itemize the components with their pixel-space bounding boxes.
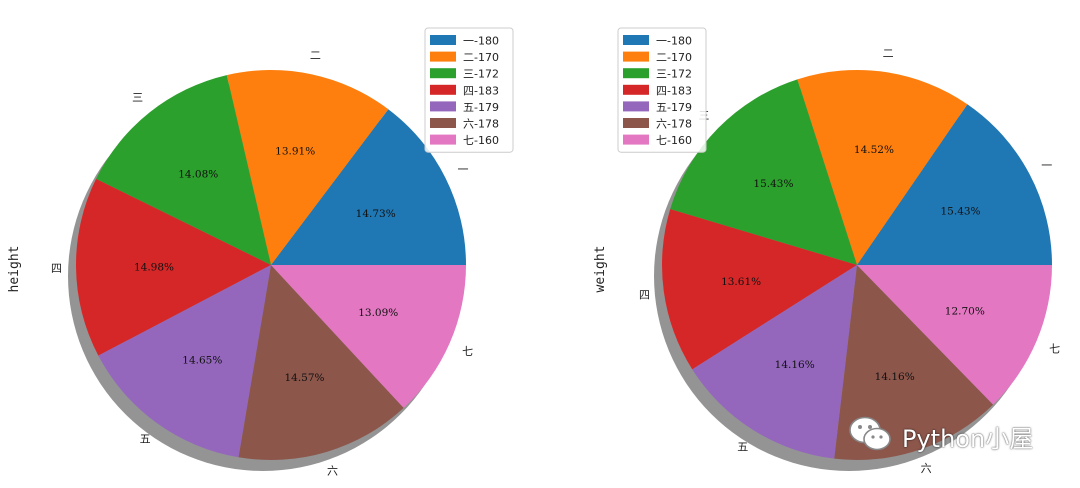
legend-entry-label: 六-178 xyxy=(656,118,692,131)
legend-swatch xyxy=(623,68,649,79)
slice-percent-label: 14.16% xyxy=(875,371,915,383)
slice-percent-label: 14.65% xyxy=(182,355,222,367)
slice-percent-label: 13.61% xyxy=(721,276,761,288)
pie-slice xyxy=(96,75,271,265)
pie-slice xyxy=(662,209,857,370)
pie-slice xyxy=(271,109,466,265)
slice-category-label: 一 xyxy=(1041,159,1052,172)
legend-entry-label: 三-172 xyxy=(656,68,692,81)
legend-swatch xyxy=(430,118,456,128)
legend-swatch xyxy=(430,68,456,79)
pie-slice xyxy=(238,265,404,460)
legend-entry-label: 二-170 xyxy=(463,51,499,64)
slice-category-label: 四 xyxy=(639,288,650,301)
slice-percent-label: 15.43% xyxy=(941,205,981,217)
slice-category-label: 四 xyxy=(51,262,62,275)
slice-percent-label: 13.91% xyxy=(275,146,315,158)
height-pie-chart: height 14.73% 一 13.91% 二 14.08% 三 14.98% 四 14.65%… xyxy=(7,27,514,478)
slice-category-label: 六 xyxy=(327,465,338,478)
slice-category-label: 五 xyxy=(140,433,151,446)
pie-slice xyxy=(834,265,994,460)
legend-swatch xyxy=(623,101,649,112)
slice-category-label: 二 xyxy=(883,47,894,60)
slice-percent-label: 14.16% xyxy=(775,359,815,371)
watermark-text: Python小屋 xyxy=(902,424,1034,453)
legend-entry-label: 七-160 xyxy=(463,134,499,147)
slice-category-label: 五 xyxy=(737,441,748,454)
pie-slice xyxy=(271,265,466,408)
slice-percent-label: 13.09% xyxy=(358,307,398,319)
pie-slice xyxy=(857,104,1052,265)
slice-percent-label: 14.73% xyxy=(356,208,396,220)
slice-category-label: 六 xyxy=(921,462,932,475)
legend: 一-180 二-170 三-172 四-183 五-179 六-178 七-160 xyxy=(424,27,514,153)
wechat-icon xyxy=(848,414,894,458)
legend-entry-label: 三-172 xyxy=(463,68,499,81)
legend-entry-label: 七-160 xyxy=(656,134,692,147)
legend-swatch xyxy=(623,51,649,62)
legend-swatch xyxy=(623,35,649,45)
legend-entry-label: 一-180 xyxy=(463,35,499,48)
slice-percent-label: 12.70% xyxy=(945,305,985,317)
slice-category-label: 七 xyxy=(1049,342,1060,355)
slice-percent-label: 14.08% xyxy=(178,168,218,180)
legend: 一-180 二-170 三-172 四-183 五-179 六-178 七-160 xyxy=(617,27,707,153)
legend-swatch xyxy=(623,118,649,128)
legend-swatch xyxy=(430,101,456,112)
slice-category-label: 三 xyxy=(132,91,143,104)
legend-swatch xyxy=(430,51,456,62)
legend-entry-label: 五-179 xyxy=(656,101,692,114)
slice-category-label: 七 xyxy=(462,345,473,358)
pie-slice xyxy=(670,79,857,265)
legend-entry-label: 六-178 xyxy=(463,118,499,131)
legend-swatch xyxy=(430,35,456,45)
pie-slice xyxy=(98,265,271,458)
pie-slice xyxy=(75,178,271,356)
slice-percent-label: 14.52% xyxy=(854,144,894,156)
weight-pie-chart: weight15.43%一14.52%二15.43%三13.61%四14.16%… xyxy=(593,27,1060,475)
legend-entry-label: 四-183 xyxy=(463,84,499,97)
legend-entry-label: 五-179 xyxy=(463,101,499,114)
slice-percent-label: 14.98% xyxy=(134,262,174,274)
slice-category-label: 二 xyxy=(310,49,321,62)
legend-swatch xyxy=(623,84,649,95)
legend-swatch xyxy=(430,84,456,95)
slice-percent-label: 15.43% xyxy=(753,178,793,190)
legend-swatch xyxy=(430,134,456,145)
legend-swatch xyxy=(623,134,649,145)
y-axis-label: height xyxy=(7,246,22,293)
legend-entry-label: 一-180 xyxy=(656,35,692,48)
legend-entry-label: 四-183 xyxy=(656,84,692,97)
pie-slice xyxy=(226,70,389,265)
y-axis-label: weight xyxy=(593,246,608,293)
watermark: Python小屋 xyxy=(848,416,1033,456)
pie-slice xyxy=(797,70,968,265)
slice-percent-label: 14.57% xyxy=(284,372,324,384)
pie-slice xyxy=(692,265,857,459)
pie-slice xyxy=(857,265,1052,405)
slice-category-label: 一 xyxy=(457,163,468,176)
legend-entry-label: 二-170 xyxy=(656,51,692,64)
